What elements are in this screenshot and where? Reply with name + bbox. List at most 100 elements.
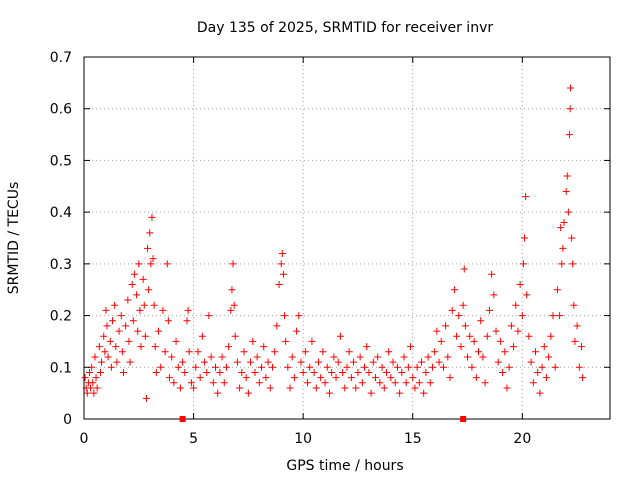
- data-point: [363, 343, 371, 351]
- data-point: [102, 306, 110, 314]
- data-points: [81, 84, 587, 402]
- data-point: [205, 312, 213, 320]
- data-point: [251, 368, 259, 376]
- data-point: [145, 286, 153, 294]
- data-point: [163, 260, 171, 268]
- data-point: [446, 374, 454, 382]
- data-point: [540, 343, 548, 351]
- data-point: [461, 322, 469, 330]
- data-point: [108, 317, 116, 325]
- data-point: [531, 348, 539, 356]
- data-point: [317, 374, 325, 382]
- data-point: [125, 337, 133, 345]
- data-point: [87, 384, 95, 392]
- data-point: [133, 291, 141, 299]
- data-point: [301, 348, 309, 356]
- data-point: [271, 348, 279, 356]
- data-point: [481, 379, 489, 387]
- data-point: [122, 322, 130, 330]
- y-tick-label: 0: [63, 412, 72, 428]
- data-point: [264, 358, 272, 366]
- data-point: [358, 379, 366, 387]
- data-point: [113, 358, 121, 366]
- data-point: [350, 358, 358, 366]
- data-point: [124, 296, 132, 304]
- data-point: [140, 301, 148, 309]
- y-axis-label: SRMTID / TECUs: [6, 182, 22, 295]
- data-point: [566, 105, 574, 113]
- axis-ticks: [83, 56, 610, 420]
- data-point: [563, 172, 571, 180]
- data-point: [336, 332, 344, 340]
- data-point: [547, 332, 555, 340]
- data-point: [141, 332, 149, 340]
- x-axis-label: GPS time / hours: [286, 458, 403, 474]
- data-point: [477, 317, 485, 325]
- data-point: [450, 286, 458, 294]
- data-point: [387, 374, 395, 382]
- x-tick-label: 10: [294, 431, 312, 447]
- data-point: [172, 337, 180, 345]
- data-point: [409, 374, 417, 382]
- data-point: [565, 131, 573, 139]
- data-point: [492, 327, 500, 335]
- data-point: [330, 353, 338, 361]
- data-point: [400, 353, 408, 361]
- data-point: [268, 363, 276, 371]
- data-point: [428, 363, 436, 371]
- data-point: [534, 368, 542, 376]
- data-point: [174, 363, 182, 371]
- data-point: [118, 348, 126, 356]
- data-point: [216, 368, 224, 376]
- data-point: [247, 358, 255, 366]
- data-point: [262, 374, 270, 382]
- data-point: [411, 384, 419, 392]
- data-point: [369, 358, 377, 366]
- y-tick-label: 0.2: [50, 309, 72, 325]
- data-point: [341, 384, 349, 392]
- data-point: [332, 374, 340, 382]
- data-point: [126, 358, 134, 366]
- data-point: [371, 374, 379, 382]
- data-point: [483, 332, 491, 340]
- data-point: [521, 234, 529, 242]
- data-point: [391, 379, 399, 387]
- data-point: [290, 374, 298, 382]
- data-point: [418, 358, 426, 366]
- data-point: [398, 368, 406, 376]
- data-point: [240, 348, 248, 356]
- data-point: [299, 368, 307, 376]
- data-point: [352, 384, 360, 392]
- data-point: [551, 363, 559, 371]
- data-point: [279, 270, 287, 278]
- data-point: [431, 348, 439, 356]
- data-point: [89, 379, 97, 387]
- data-point: [488, 270, 496, 278]
- data-point: [179, 358, 187, 366]
- data-point: [165, 374, 173, 382]
- data-point: [382, 368, 390, 376]
- data-point: [95, 343, 103, 351]
- y-tick-label: 0.6: [50, 102, 72, 118]
- data-point: [129, 317, 137, 325]
- data-point: [183, 317, 191, 325]
- data-point: [214, 389, 222, 397]
- data-point: [277, 260, 285, 268]
- data-point: [558, 260, 566, 268]
- data-point: [117, 312, 125, 320]
- data-point: [146, 229, 154, 237]
- data-point: [459, 301, 467, 309]
- data-point: [444, 353, 452, 361]
- data-point: [413, 363, 421, 371]
- data-point: [567, 84, 575, 92]
- data-point: [475, 348, 482, 356]
- data-point: [393, 363, 401, 371]
- data-point: [164, 317, 172, 325]
- data-point: [557, 224, 565, 232]
- data-point: [512, 301, 520, 309]
- data-point: [325, 389, 333, 397]
- tick-labels: 0 5 10 15 20 0 0.1 0.2 0.3 0.4 0.5 0.6 0.7: [50, 50, 532, 447]
- data-point: [159, 306, 167, 314]
- data-point: [356, 353, 364, 361]
